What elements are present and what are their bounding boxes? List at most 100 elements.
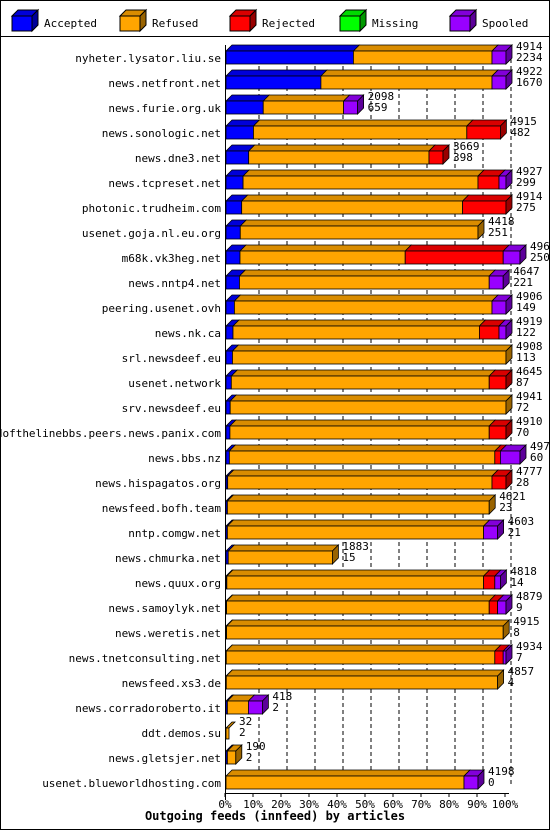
bar-segment-top <box>240 245 411 251</box>
bar-segment-refused <box>227 601 490 614</box>
bar-segment-rejected <box>492 476 506 489</box>
row-label: newsfeed.xs3.de <box>122 677 221 690</box>
bar-segment-top <box>226 670 503 676</box>
legend-swatch <box>450 16 470 31</box>
row-accepted: 250 <box>530 251 550 264</box>
row-label: srv.newsdeef.eu <box>122 402 221 415</box>
row-accepted: 221 <box>513 276 533 289</box>
legend-label: Refused <box>152 17 198 30</box>
bar-segment-refused <box>253 126 466 139</box>
row-label: news.corradoroberto.it <box>75 702 221 715</box>
bar-segment-accepted <box>226 451 229 464</box>
row-accepted: 1670 <box>516 76 543 89</box>
bar-segment-refused <box>230 401 506 414</box>
bar-segment-top <box>226 45 359 51</box>
row-label: ddt.demos.su <box>142 727 221 740</box>
row-label: usenet.network <box>128 377 221 390</box>
row-label: usenet.goja.nl.eu.org <box>82 227 221 240</box>
bar-segment-accepted <box>226 226 240 239</box>
bar-segment-spooled <box>492 76 506 89</box>
bar-segment-refused <box>227 526 483 539</box>
bar-segment-refused <box>227 751 235 764</box>
bar-segment-refused <box>226 676 497 689</box>
bar-segment-spooled <box>492 51 506 64</box>
legend-label: Rejected <box>262 17 315 30</box>
bar-segment-top <box>234 295 498 301</box>
bar-segment-top <box>321 70 498 76</box>
bar-segment-spooled <box>489 276 503 289</box>
row-label: news.netfront.net <box>108 77 221 90</box>
bar-segment-top <box>253 120 472 126</box>
bar-segment-refused <box>228 551 332 564</box>
bar-segment-spooled <box>248 701 262 714</box>
row-accepted: 2234 <box>516 51 543 64</box>
bar-segment-spooled <box>464 776 478 789</box>
bar-segment-accepted <box>226 376 231 389</box>
row-label: news.dne3.net <box>135 152 221 165</box>
bar-segment-spooled <box>484 526 498 539</box>
bar-segment-rejected <box>463 201 506 214</box>
bar-segment-accepted <box>226 151 249 164</box>
bar-segment-top <box>243 170 484 176</box>
bar-segment-top <box>226 70 327 76</box>
bar-segment-accepted <box>226 101 263 114</box>
row-label: newsfeed.bofh.team <box>102 502 222 515</box>
bar-segment-accepted <box>226 76 321 89</box>
row-label: news.weretis.net <box>115 627 221 640</box>
x-tick-label: 80% <box>439 798 459 811</box>
row-accepted: 60 <box>530 451 543 464</box>
bar-segment-accepted <box>226 401 230 414</box>
row-accepted: 251 <box>488 226 508 239</box>
bar-segment-refused <box>227 626 504 639</box>
bar-segment-accepted <box>226 301 234 314</box>
bar-segment-refused <box>263 101 343 114</box>
row-accepted: 299 <box>516 176 536 189</box>
legend-label: Accepted <box>44 17 97 30</box>
row-label: news.hispagatos.org <box>95 477 221 490</box>
bar-segment-top <box>232 345 512 351</box>
row-accepted: 113 <box>516 351 536 364</box>
bar-segment-spooled <box>495 576 501 589</box>
row-label: news.samoylyk.net <box>108 602 221 615</box>
row-accepted: 72 <box>516 401 529 414</box>
row-accepted: 9 <box>516 601 523 614</box>
row-accepted: 2 <box>239 726 246 739</box>
row-accepted: 659 <box>368 101 388 114</box>
bar-segment-top <box>230 420 495 426</box>
row-accepted: 28 <box>516 476 529 489</box>
bar-segment-accepted <box>226 276 239 289</box>
bar-segment-rejected <box>467 126 501 139</box>
row-accepted: 482 <box>510 126 530 139</box>
bar-segment-spooled <box>503 651 506 664</box>
bar-segment-accepted <box>226 126 253 139</box>
row-accepted: 4 <box>508 676 515 689</box>
legend-label: Missing <box>372 17 418 30</box>
bar-segment-spooled <box>500 451 520 464</box>
x-tick-label: 70% <box>411 798 431 811</box>
row-label: news.bbs.nz <box>148 452 221 465</box>
bar-segment-refused <box>249 151 429 164</box>
bar-segment-refused <box>229 451 494 464</box>
legend-label: Spooled <box>482 17 528 30</box>
legend-swatch <box>120 16 140 31</box>
bar-segment-spooled <box>498 601 506 614</box>
bar-segment-rejected <box>484 576 495 589</box>
bar-segment-top <box>226 770 470 776</box>
bar-segment-top <box>229 445 500 451</box>
bar-segment-refused <box>227 701 248 714</box>
row-label: m68k.vk3heg.net <box>122 252 221 265</box>
x-tick-label: 100% <box>492 798 519 811</box>
row-accepted: 23 <box>499 501 512 514</box>
legend-swatch <box>230 16 250 31</box>
bar-segment-spooled <box>499 326 506 339</box>
legend-swatch <box>12 16 32 31</box>
bar-segment-refused <box>230 426 489 439</box>
bar-segment-top <box>233 320 485 326</box>
bar-segment-top <box>463 195 512 201</box>
row-label: news.chmurka.net <box>115 552 221 565</box>
row-label: nntp.comgw.net <box>128 527 221 540</box>
bar-stub-face <box>226 728 229 739</box>
legend-swatch <box>340 16 360 31</box>
bar-segment-rejected <box>429 151 443 164</box>
